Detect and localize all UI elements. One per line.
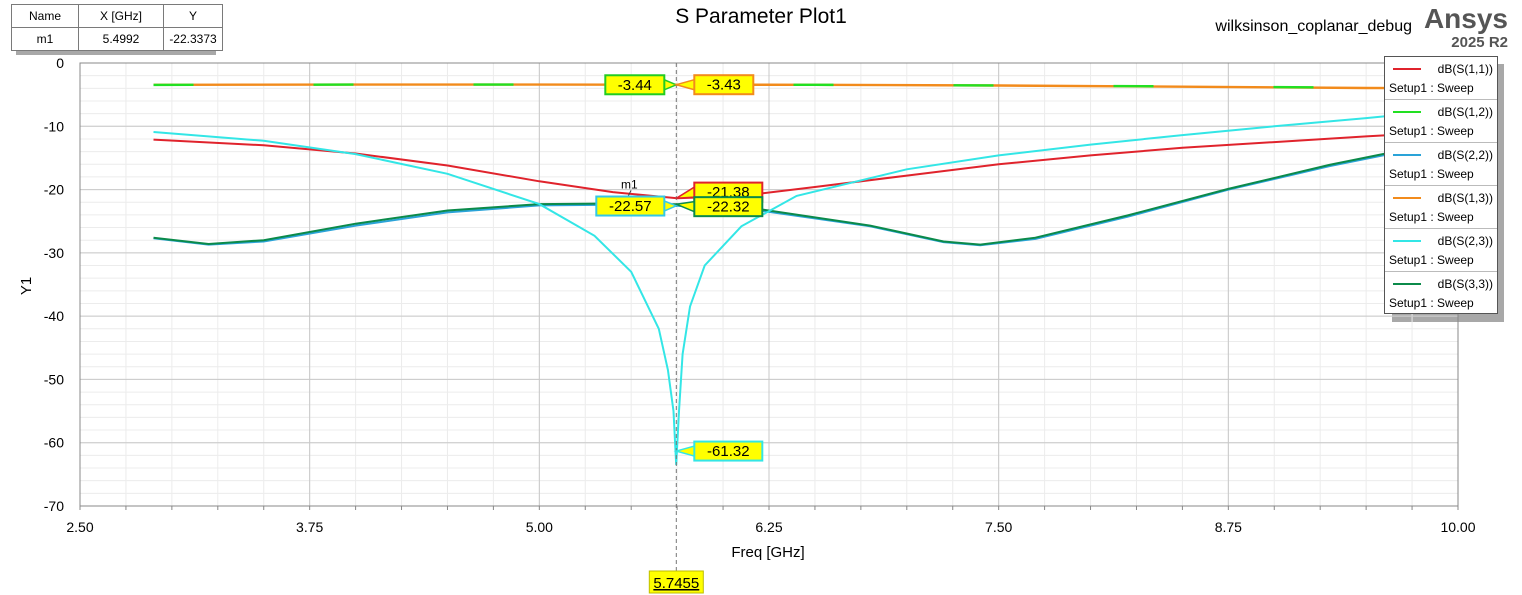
legend-item[interactable]: dB(S(3,3)) Setup1 : Sweep (1385, 272, 1497, 315)
series-line-dbs12 (153, 83, 1459, 90)
series-layer (153, 83, 1459, 465)
data-label: -22.57 (595, 195, 679, 217)
legend-swatch (1393, 283, 1421, 285)
legend-series-name: dB(S(1,1)) (1437, 62, 1493, 76)
series-line-dbs33 (153, 137, 1459, 246)
legend-series-sub: Setup1 : Sweep (1389, 81, 1474, 95)
y-tick-label: 0 (56, 55, 64, 71)
data-label-value: -22.32 (707, 199, 750, 216)
legend-item[interactable]: dB(S(1,1)) Setup1 : Sweep (1385, 57, 1497, 100)
legend-series-sub: Setup1 : Sweep (1389, 296, 1474, 310)
axis-ticks: 2.50 3.75 5.00 6.25 7.50 8.75 10.00 0 -10 -20 -30 -… (44, 55, 1476, 535)
marker-header-x: X [GHz] (78, 4, 164, 28)
y-tick-label: -40 (44, 308, 64, 324)
x-axis-label: Freq [GHz] (731, 544, 804, 561)
marker-cell-y: -22.3373 (163, 27, 223, 51)
marker-cell-name: m1 (11, 27, 79, 51)
marker-header-y: Y (163, 4, 223, 28)
data-label: -61.32 (673, 440, 764, 462)
y-tick-label: -20 (44, 182, 64, 198)
data-label: -22.32 (673, 196, 764, 218)
data-label-box (604, 74, 666, 96)
legend-swatch (1393, 154, 1421, 156)
marker-label: m1 (621, 177, 638, 191)
data-label: -3.43 (673, 74, 755, 96)
y-axis-label: Y1 (18, 277, 35, 295)
x-tick-label: 8.75 (1215, 519, 1242, 535)
brand-logo: Ansys (1423, 3, 1508, 34)
y-tick-label: -70 (44, 498, 64, 514)
data-label-pointer (675, 185, 696, 200)
x-tick-label: 2.50 (66, 519, 93, 535)
data-label-box (693, 440, 764, 462)
data-label-box (595, 195, 666, 217)
legend-series-name: dB(S(1,3)) (1437, 191, 1493, 205)
data-label-box (693, 196, 764, 218)
legend-series-sub: Setup1 : Sweep (1389, 124, 1474, 138)
legend-series-name: dB(S(2,2)) (1437, 148, 1493, 162)
legend-swatch (1393, 68, 1421, 70)
legend-series-name: dB(S(3,3)) (1437, 277, 1493, 291)
plot-title: S Parameter Plot1 (675, 5, 847, 28)
x-tick-label: 10.00 (1440, 519, 1475, 535)
y-tick-label: -60 (44, 435, 64, 451)
x-tick-label: 5.00 (526, 519, 553, 535)
version-label: 2025 R2 (1451, 34, 1508, 51)
legend-item[interactable]: dB(S(1,3)) Setup1 : Sweep (1385, 186, 1497, 229)
y-tick-label: -10 (44, 118, 64, 134)
marker-header-name: Name (11, 4, 79, 28)
legend-swatch (1393, 240, 1421, 242)
data-label-value: -3.44 (618, 77, 652, 94)
data-label: -3.44 (604, 74, 679, 96)
legend-series-sub: Setup1 : Sweep (1389, 253, 1474, 267)
legend-swatch (1393, 111, 1421, 113)
data-label-value: -22.57 (609, 198, 652, 215)
legend-item[interactable]: dB(S(2,3)) Setup1 : Sweep (1385, 229, 1497, 272)
data-label-pointer (673, 445, 696, 458)
marker-cell-x: 5.4992 (78, 27, 164, 51)
marker-table-header: Name X [GHz] Y (11, 4, 223, 28)
project-name: wilksinson_coplanar_debug (1215, 18, 1412, 35)
legend-series-name: dB(S(2,3)) (1437, 234, 1493, 248)
x-tick-label: 6.25 (755, 519, 782, 535)
legend[interactable]: dB(S(1,1)) Setup1 : Sweep dB(S(1,2)) Set… (1384, 56, 1498, 314)
legend-series-sub: Setup1 : Sweep (1389, 210, 1474, 224)
data-label-layer: -3.44 -3.43-21.38-22.57 -22.32-61.32 (595, 74, 764, 462)
legend-series-sub: Setup1 : Sweep (1389, 167, 1474, 181)
data-label-box (693, 74, 755, 96)
table-row[interactable]: m1 5.4992 -22.3373 (11, 27, 223, 51)
x-tick-label: 7.50 (985, 519, 1012, 535)
legend-swatch (1393, 197, 1421, 199)
y-tick-label: -50 (44, 371, 64, 387)
cursor-label-box (648, 570, 704, 594)
y-tick-label: -30 (44, 245, 64, 261)
cursor-layer: 5.7455 m1 (621, 63, 704, 595)
series-line-dbs11 (153, 130, 1459, 200)
legend-item[interactable]: dB(S(2,2)) Setup1 : Sweep (1385, 143, 1497, 186)
legend-item[interactable]: dB(S(1,2)) Setup1 : Sweep (1385, 100, 1497, 143)
marker-table[interactable]: Name X [GHz] Y m1 5.4992 -22.3373 (11, 4, 223, 51)
x-tick-label: 3.75 (296, 519, 323, 535)
data-label-value: -61.32 (707, 443, 750, 460)
data-label-value: -3.43 (707, 77, 741, 94)
legend-series-name: dB(S(1,2)) (1437, 105, 1493, 119)
series-line-dbs23 (153, 108, 1459, 465)
cursor-label: 5.7455 (653, 575, 699, 592)
